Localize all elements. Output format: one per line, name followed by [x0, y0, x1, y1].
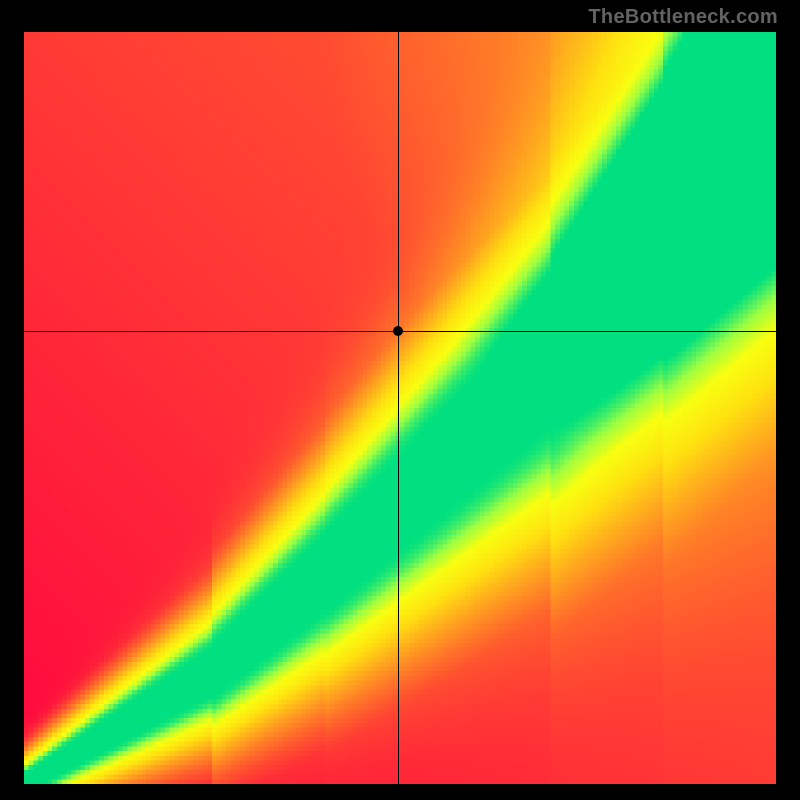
plot-area	[24, 32, 776, 784]
crosshair-vertical	[398, 32, 399, 784]
chart-container: TheBottleneck.com	[0, 0, 800, 800]
heatmap-canvas	[24, 32, 776, 784]
crosshair-marker	[393, 326, 403, 336]
watermark-text: TheBottleneck.com	[588, 6, 778, 29]
